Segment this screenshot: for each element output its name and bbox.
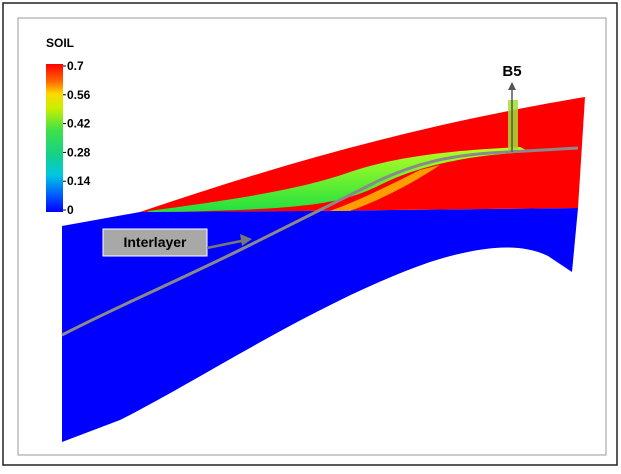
colorbar-tick-label: 0.28 <box>67 145 91 159</box>
colorbar-tick-label: 0.7 <box>67 59 84 73</box>
colorbar-tick-label: 0.14 <box>67 174 91 188</box>
page: B5 Interlayer SOIL 0.70.560.420.280.140 … <box>0 0 621 469</box>
colorbar-tick-label: 0.42 <box>67 117 91 131</box>
figure: B5 Interlayer SOIL 0.7 0.56 0.42 0.28 0.14 0 <box>0 0 621 469</box>
colorbar-tick-label: 0.56 <box>67 88 91 102</box>
colorbar-tick-label: 0 <box>67 203 74 217</box>
interlayer-label: Interlayer <box>123 234 187 250</box>
colorbar <box>46 64 63 212</box>
well-cells <box>508 100 518 152</box>
colorbar-title: SOIL <box>46 36 74 50</box>
well-label: B5 <box>502 63 521 80</box>
